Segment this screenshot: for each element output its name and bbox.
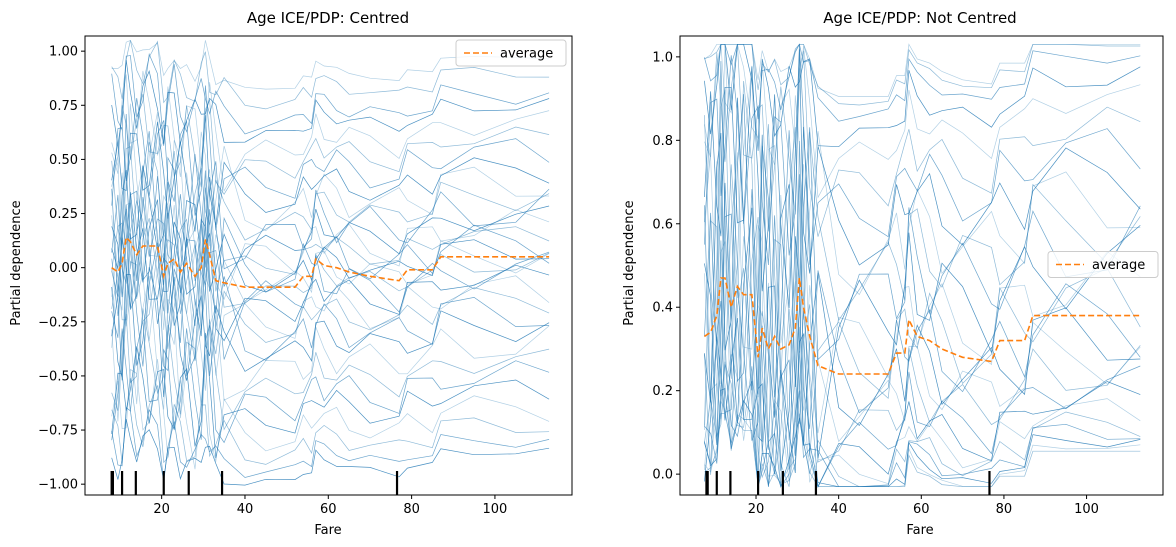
y-tick-label: 0.75 (49, 99, 78, 114)
ice-curve (111, 52, 550, 146)
legend-label: average (500, 47, 553, 62)
ice-curve (704, 361, 1141, 488)
chart-not-centred: Age ICE/PDP: Not Centred 20 40 60 80 100 0.0 0… (622, 9, 1164, 538)
ice-curve (704, 152, 1141, 438)
ice-curve (704, 44, 1141, 237)
average-line (111, 235, 550, 289)
ice-curve (704, 49, 1141, 309)
plot-area: 20 40 60 80 100 0.0 0.2 0.4 0.6 0.8 1.0 average (652, 35, 1164, 517)
ice-curve (111, 192, 550, 298)
ice-curve (111, 113, 550, 297)
x-axis-label: Fare (906, 523, 933, 538)
y-tick-label: −1.00 (38, 478, 78, 493)
y-tick-label: 0.50 (49, 153, 78, 168)
x-tick-label: 60 (913, 502, 930, 517)
ice-curve (111, 258, 550, 422)
x-tick-label: 80 (996, 502, 1013, 517)
y-tick-label: 0.25 (49, 207, 78, 222)
ice-curve (111, 308, 550, 431)
ice-curve (704, 174, 1141, 470)
ice-curve (704, 350, 1141, 488)
legend-label: average (1092, 258, 1145, 273)
ice-curve (111, 40, 550, 110)
ice-curve (704, 326, 1141, 487)
ice-curve (111, 267, 550, 398)
ice-curve (704, 44, 1141, 199)
legend: average (455, 39, 567, 67)
y-tick-label: 0.0 (652, 468, 673, 483)
ice-curve (111, 320, 550, 444)
ice-curve (111, 93, 550, 195)
ice-curve (111, 196, 550, 360)
ice-curve (704, 44, 1141, 344)
x-tick-label: 40 (830, 502, 847, 517)
ice-curve (704, 61, 1141, 402)
y-tick-label: −0.25 (38, 315, 78, 330)
average-line (703, 277, 1141, 375)
y-tick-label: 0.00 (49, 261, 78, 276)
chart-title: Age ICE/PDP: Centred (247, 9, 409, 27)
y-tick-label: 1.0 (652, 50, 673, 65)
x-tick-label: 40 (237, 502, 254, 517)
y-tick-label: −0.75 (38, 424, 78, 439)
plot-area: 20 40 60 80 100 −1.00 −0.75 −0.50 −0.25 0.00 0.25 0… (38, 35, 573, 517)
ice-curve (704, 236, 1141, 487)
legend: average (1047, 251, 1159, 278)
y-tick-label: 0.2 (652, 384, 673, 399)
ice-curve (111, 187, 550, 292)
ice-curve (111, 233, 550, 381)
ice-curve (111, 103, 550, 250)
ice-curve (111, 332, 550, 459)
x-tick-label: 20 (748, 502, 765, 517)
ice-curve (704, 43, 1141, 97)
x-axis-label: Fare (314, 523, 341, 538)
ice-curve (111, 354, 550, 470)
ice-curve (704, 140, 1141, 457)
ice-curve (111, 141, 550, 263)
x-tick-label: 80 (403, 502, 420, 517)
y-axis-label: Partial dependence (9, 200, 24, 325)
ice-curve (111, 164, 550, 301)
chart-title: Age ICE/PDP: Not Centred (823, 9, 1016, 27)
y-axis-label: Partial dependence (622, 200, 637, 325)
ice-curve (111, 39, 550, 90)
ice-curve (111, 378, 550, 465)
ice-curve (111, 70, 550, 192)
chart-centred: Age ICE/PDP: Centred 20 40 60 80 100 −1.00 −0.… (9, 9, 573, 538)
x-tick-label: 20 (153, 502, 170, 517)
x-tick-label: 100 (483, 502, 508, 517)
x-tick-label: 60 (320, 502, 337, 517)
y-tick-label: 0.6 (652, 217, 673, 232)
ice-curve (704, 43, 1141, 151)
ice-curve (111, 59, 550, 146)
x-tick-label: 100 (1074, 502, 1099, 517)
ice-curve (111, 204, 550, 317)
legend-box (1047, 251, 1159, 278)
y-tick-label: 0.8 (652, 134, 673, 149)
ice-curve (111, 196, 550, 330)
ice-curve (111, 419, 550, 486)
y-tick-label: 1.00 (49, 45, 78, 60)
ice-curves (704, 43, 1141, 488)
ice-curve (704, 413, 1141, 488)
ice-curves (111, 39, 550, 486)
ice-curve (111, 85, 550, 231)
ice-curve (111, 407, 550, 482)
legend-box (455, 39, 567, 67)
y-tick-label: −0.50 (38, 369, 78, 384)
y-tick-label: 0.4 (652, 301, 673, 316)
ice-curve (704, 240, 1141, 479)
